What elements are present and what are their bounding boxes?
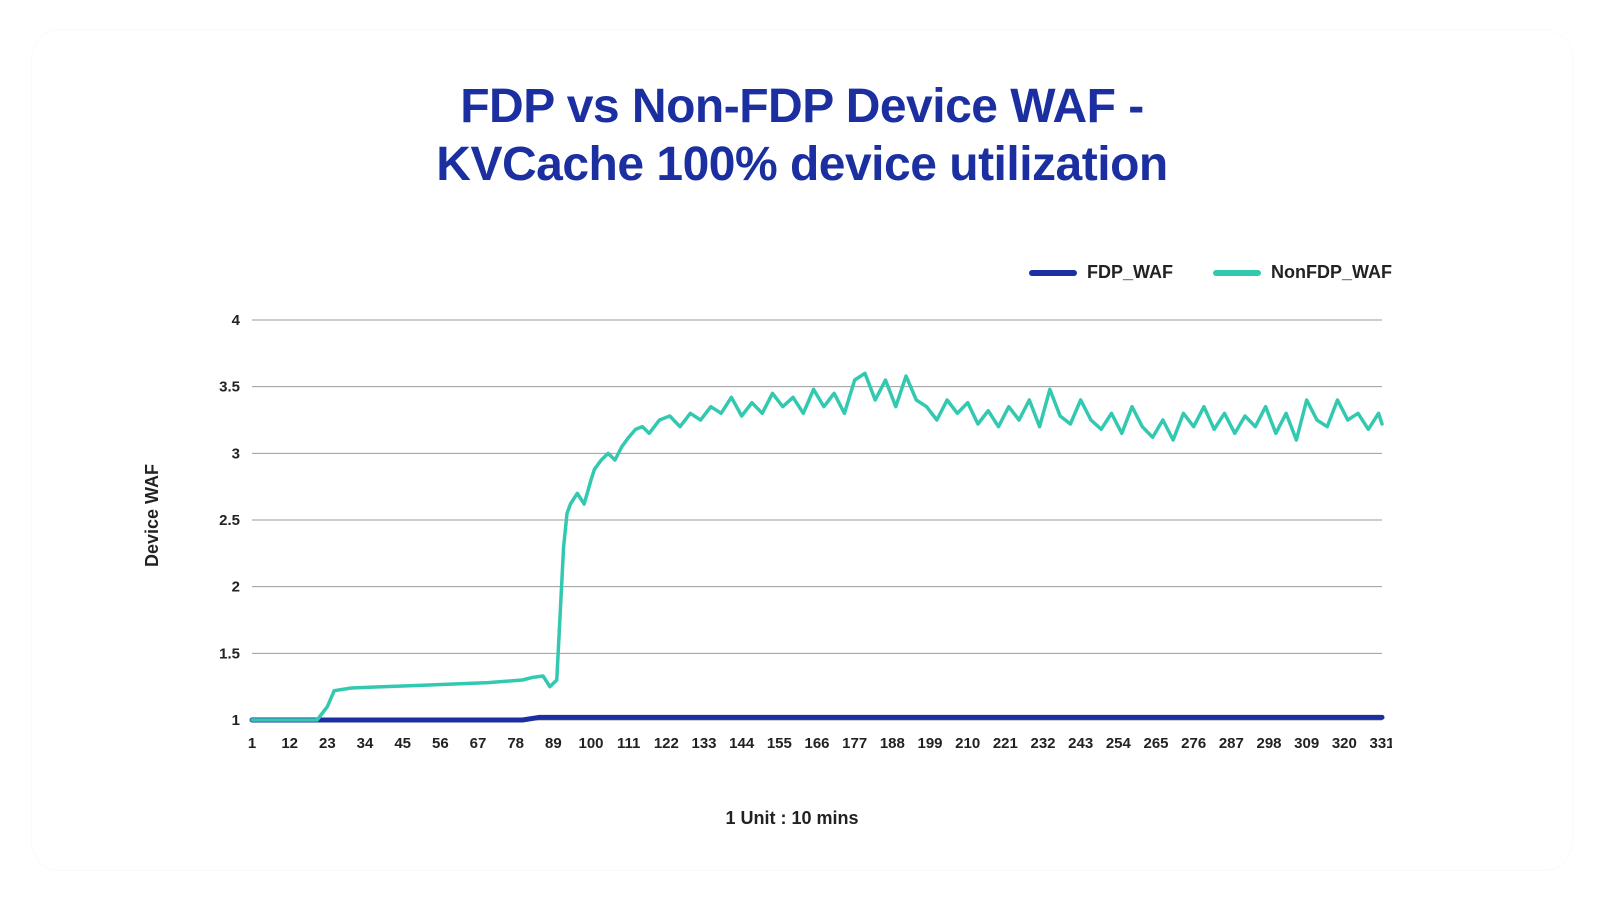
legend-item-nonfdp: NonFDP_WAF [1213,262,1392,283]
x-tick-label: 133 [691,735,716,752]
x-tick-label: 287 [1219,735,1244,752]
x-tick-label: 12 [281,735,298,752]
x-axis-label: 1 Unit : 10 mins [192,808,1392,829]
x-tick-label: 320 [1332,735,1357,752]
x-tick-label: 122 [654,735,679,752]
x-tick-label: 199 [917,735,942,752]
x-tick-label: 34 [357,735,374,752]
series-NonFDP_WAF [252,373,1382,720]
y-tick-label: 2.5 [219,512,240,529]
x-tick-label: 111 [617,735,640,752]
legend-swatch-nonfdp [1213,270,1261,276]
x-tick-label: 265 [1143,735,1168,752]
y-axis-label: Device WAF [142,300,163,730]
x-tick-label: 67 [470,735,487,752]
legend: FDP_WAF NonFDP_WAF [1029,262,1392,283]
x-tick-label: 177 [842,735,867,752]
y-tick-label: 1.5 [219,645,240,662]
x-tick-label: 309 [1294,735,1319,752]
x-tick-label: 45 [394,735,411,752]
chart-title: FDP vs Non-FDP Device WAF - KVCache 100%… [32,78,1572,193]
x-tick-label: 89 [545,735,562,752]
chart-svg: 1 1.5 2 2.5 3 3.5 4 1 12 23 34 45 56 67 78 89 100 111 122 1… [192,300,1392,780]
x-tick-label: 331 [1369,735,1392,752]
x-tick-label: 155 [767,735,792,752]
x-tick-label: 276 [1181,735,1206,752]
x-tick-label: 254 [1106,735,1132,752]
x-tick-label: 100 [578,735,603,752]
title-line-2: KVCache 100% device utilization [32,136,1572,194]
legend-label-nonfdp: NonFDP_WAF [1271,262,1392,283]
x-tick-label: 144 [729,735,755,752]
legend-swatch-fdp [1029,270,1077,276]
x-tick-label: 298 [1256,735,1281,752]
x-tick-label: 56 [432,735,449,752]
y-tick-label: 3.5 [219,379,240,396]
x-tick-label: 188 [880,735,905,752]
legend-item-fdp: FDP_WAF [1029,262,1173,283]
series-FDP_WAF [252,717,1382,720]
y-tick-label: 4 [232,312,241,329]
x-tick-label: 221 [993,735,1018,752]
y-tick-label: 2 [232,579,240,596]
y-tick-label: 3 [232,445,240,462]
x-tick-label: 78 [507,735,524,752]
chart-card: FDP vs Non-FDP Device WAF - KVCache 100%… [32,30,1572,870]
x-tick-label: 1 [248,735,256,752]
legend-label-fdp: FDP_WAF [1087,262,1173,283]
x-tick-label: 23 [319,735,336,752]
y-tick-label: 1 [232,712,240,729]
plot-area: 1 1.5 2 2.5 3 3.5 4 1 12 23 34 45 56 67 78 89 100 111 122 1… [192,300,1392,780]
x-tick-label: 210 [955,735,980,752]
x-tick-label: 232 [1030,735,1055,752]
x-tick-label: 166 [804,735,829,752]
x-tick-label: 243 [1068,735,1093,752]
title-line-1: FDP vs Non-FDP Device WAF - [460,80,1144,133]
